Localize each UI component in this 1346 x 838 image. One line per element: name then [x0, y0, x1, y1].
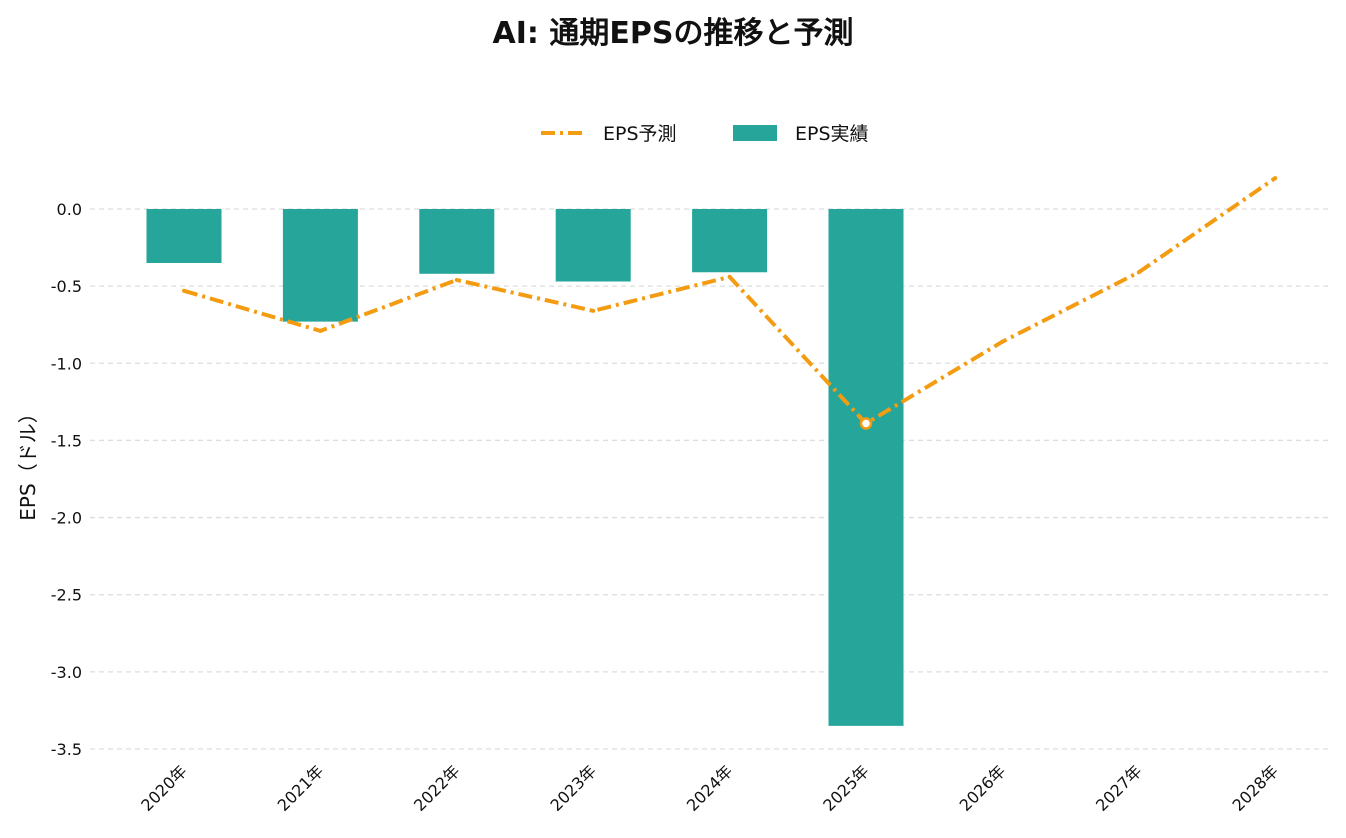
y-tick-label: -1.0: [51, 354, 82, 373]
x-tick-label: 2028年: [1228, 761, 1282, 815]
legend-label-forecast: EPS予測: [603, 123, 677, 145]
chart-title: AI: 通期EPSの推移と予測: [492, 16, 854, 51]
legend: EPS予測 EPS実績: [541, 123, 869, 145]
y-axis-ticks: 0.0 -0.5 -1.0 -1.5 -2.0 -2.5 -3.0 -3.5: [51, 200, 82, 759]
x-tick-label: 2022年: [410, 761, 464, 815]
x-tick-label: 2020年: [137, 761, 191, 815]
forecast-point-2026年: [1000, 339, 1005, 344]
forecast-point-2023年: [591, 308, 596, 313]
bar-2023年: [555, 209, 631, 282]
y-tick-label: -2.0: [51, 509, 82, 528]
highlight-marker: [859, 417, 873, 430]
gridlines: [90, 208, 1330, 750]
y-tick-label: -3.5: [51, 740, 82, 759]
x-tick-label: 2026年: [956, 761, 1010, 815]
x-axis-ticks: 2020年 2021年 2022年 2023年 2024年 2025年 2026年 2027年…: [137, 761, 1282, 815]
bar-2025年: [828, 209, 904, 726]
y-tick-label: -3.0: [51, 663, 82, 682]
y-tick-label: 0.0: [57, 200, 82, 219]
x-tick-label: 2021年: [274, 761, 328, 815]
y-tick-label: -0.5: [51, 277, 82, 296]
bar-2020年: [146, 209, 222, 263]
forecast-point-2027年: [1136, 270, 1141, 275]
bar-2024年: [692, 209, 768, 273]
forecast-point-2022年: [454, 277, 459, 282]
legend-bar-swatch: [733, 125, 777, 141]
forecast-point-2021年: [318, 328, 323, 333]
legend-label-actual: EPS実績: [795, 123, 869, 145]
bar-series: [146, 209, 904, 726]
x-tick-label: 2027年: [1092, 761, 1146, 815]
forecast-point-2028年: [1273, 176, 1278, 181]
bar-2022年: [419, 209, 495, 274]
y-tick-label: -2.5: [51, 586, 82, 605]
y-tick-label: -1.5: [51, 431, 82, 450]
forecast-point-2020年: [182, 288, 186, 293]
x-tick-label: 2023年: [546, 761, 600, 815]
forecast-point-2024年: [727, 274, 732, 279]
x-tick-label: 2024年: [683, 761, 737, 815]
bar-2021年: [282, 209, 358, 322]
y-axis-title: EPS（ドル）: [16, 403, 40, 520]
x-tick-label: 2025年: [819, 761, 873, 815]
line-series: [182, 176, 1278, 430]
